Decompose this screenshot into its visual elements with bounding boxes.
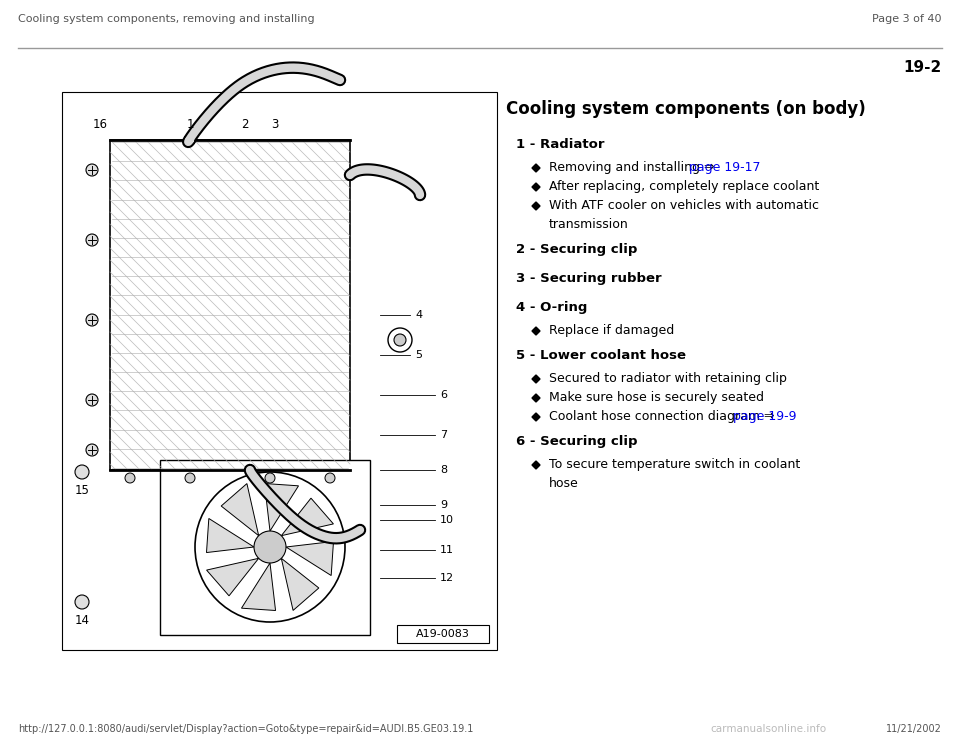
Text: 11/21/2002: 11/21/2002 — [886, 724, 942, 734]
Polygon shape — [532, 461, 540, 469]
Polygon shape — [242, 563, 276, 611]
Polygon shape — [532, 327, 540, 335]
Text: carmanualsonline.info: carmanualsonline.info — [710, 724, 827, 734]
Text: 19-2: 19-2 — [903, 60, 942, 75]
Text: 5 - Lower coolant hose: 5 - Lower coolant hose — [516, 349, 686, 362]
Text: 6 - Securing clip: 6 - Securing clip — [516, 435, 637, 448]
Polygon shape — [532, 183, 540, 191]
Bar — [160, 460, 370, 635]
Text: transmission: transmission — [549, 218, 629, 231]
Text: Cooling system components (on body): Cooling system components (on body) — [506, 100, 866, 118]
Text: Make sure hose is securely seated: Make sure hose is securely seated — [549, 391, 764, 404]
Bar — [110, 140, 350, 470]
Text: After replacing, completely replace coolant: After replacing, completely replace cool… — [549, 180, 819, 193]
Polygon shape — [286, 542, 333, 576]
Text: 7: 7 — [440, 430, 447, 440]
Bar — [397, 625, 489, 643]
Text: 2: 2 — [241, 119, 249, 131]
Text: A19-0083: A19-0083 — [416, 629, 470, 639]
Polygon shape — [264, 484, 299, 531]
Text: hose: hose — [549, 477, 579, 490]
Text: 1 - Radiator: 1 - Radiator — [516, 138, 605, 151]
Circle shape — [75, 465, 89, 479]
Text: Coolant hose connection diagram ⇒: Coolant hose connection diagram ⇒ — [549, 410, 779, 423]
Text: 4 - O-ring: 4 - O-ring — [516, 301, 588, 314]
Circle shape — [394, 334, 406, 346]
Text: 3: 3 — [272, 119, 278, 131]
Text: 11: 11 — [440, 545, 454, 555]
Circle shape — [86, 394, 98, 406]
Polygon shape — [532, 202, 540, 210]
Polygon shape — [206, 519, 254, 553]
Text: 8: 8 — [440, 465, 447, 475]
Text: 15: 15 — [75, 484, 89, 496]
Polygon shape — [281, 558, 319, 611]
Text: 9: 9 — [440, 500, 447, 510]
Circle shape — [265, 473, 275, 483]
Circle shape — [185, 473, 195, 483]
Polygon shape — [532, 375, 540, 383]
Text: 4: 4 — [415, 310, 422, 320]
Circle shape — [75, 595, 89, 609]
Polygon shape — [532, 394, 540, 402]
Text: 3 - Securing rubber: 3 - Securing rubber — [516, 272, 661, 285]
Circle shape — [125, 473, 135, 483]
Text: http://127.0.0.1:8080/audi/servlet/Display?action=Goto&type=repair&id=AUDI.B5.GE: http://127.0.0.1:8080/audi/servlet/Displ… — [18, 724, 473, 734]
Text: Removing and installing ⇒: Removing and installing ⇒ — [549, 161, 718, 174]
Text: Page 3 of 40: Page 3 of 40 — [873, 14, 942, 24]
Circle shape — [86, 314, 98, 326]
Polygon shape — [206, 558, 258, 596]
Text: With ATF cooler on vehicles with automatic: With ATF cooler on vehicles with automat… — [549, 199, 819, 212]
Circle shape — [302, 522, 318, 538]
Polygon shape — [532, 164, 540, 172]
Circle shape — [86, 234, 98, 246]
Text: 6: 6 — [440, 390, 447, 400]
Text: 5: 5 — [415, 350, 422, 360]
Text: 10: 10 — [440, 515, 454, 525]
Circle shape — [86, 164, 98, 176]
Circle shape — [325, 473, 335, 483]
Circle shape — [254, 531, 286, 563]
Text: page 19-17: page 19-17 — [689, 161, 761, 174]
Text: page 19-9: page 19-9 — [732, 410, 796, 423]
Polygon shape — [532, 413, 540, 421]
Text: 2 - Securing clip: 2 - Securing clip — [516, 243, 637, 256]
Text: 16: 16 — [92, 119, 108, 131]
Circle shape — [86, 444, 98, 456]
Text: To secure temperature switch in coolant: To secure temperature switch in coolant — [549, 458, 801, 471]
Text: Replace if damaged: Replace if damaged — [549, 324, 674, 337]
Text: Secured to radiator with retaining clip: Secured to radiator with retaining clip — [549, 372, 787, 385]
Text: 12: 12 — [440, 573, 454, 583]
Text: Cooling system components, removing and installing: Cooling system components, removing and … — [18, 14, 315, 24]
Text: 1: 1 — [186, 119, 194, 131]
Bar — [62, 92, 497, 650]
Polygon shape — [281, 498, 333, 536]
Polygon shape — [221, 484, 258, 536]
Text: 14: 14 — [75, 614, 89, 626]
